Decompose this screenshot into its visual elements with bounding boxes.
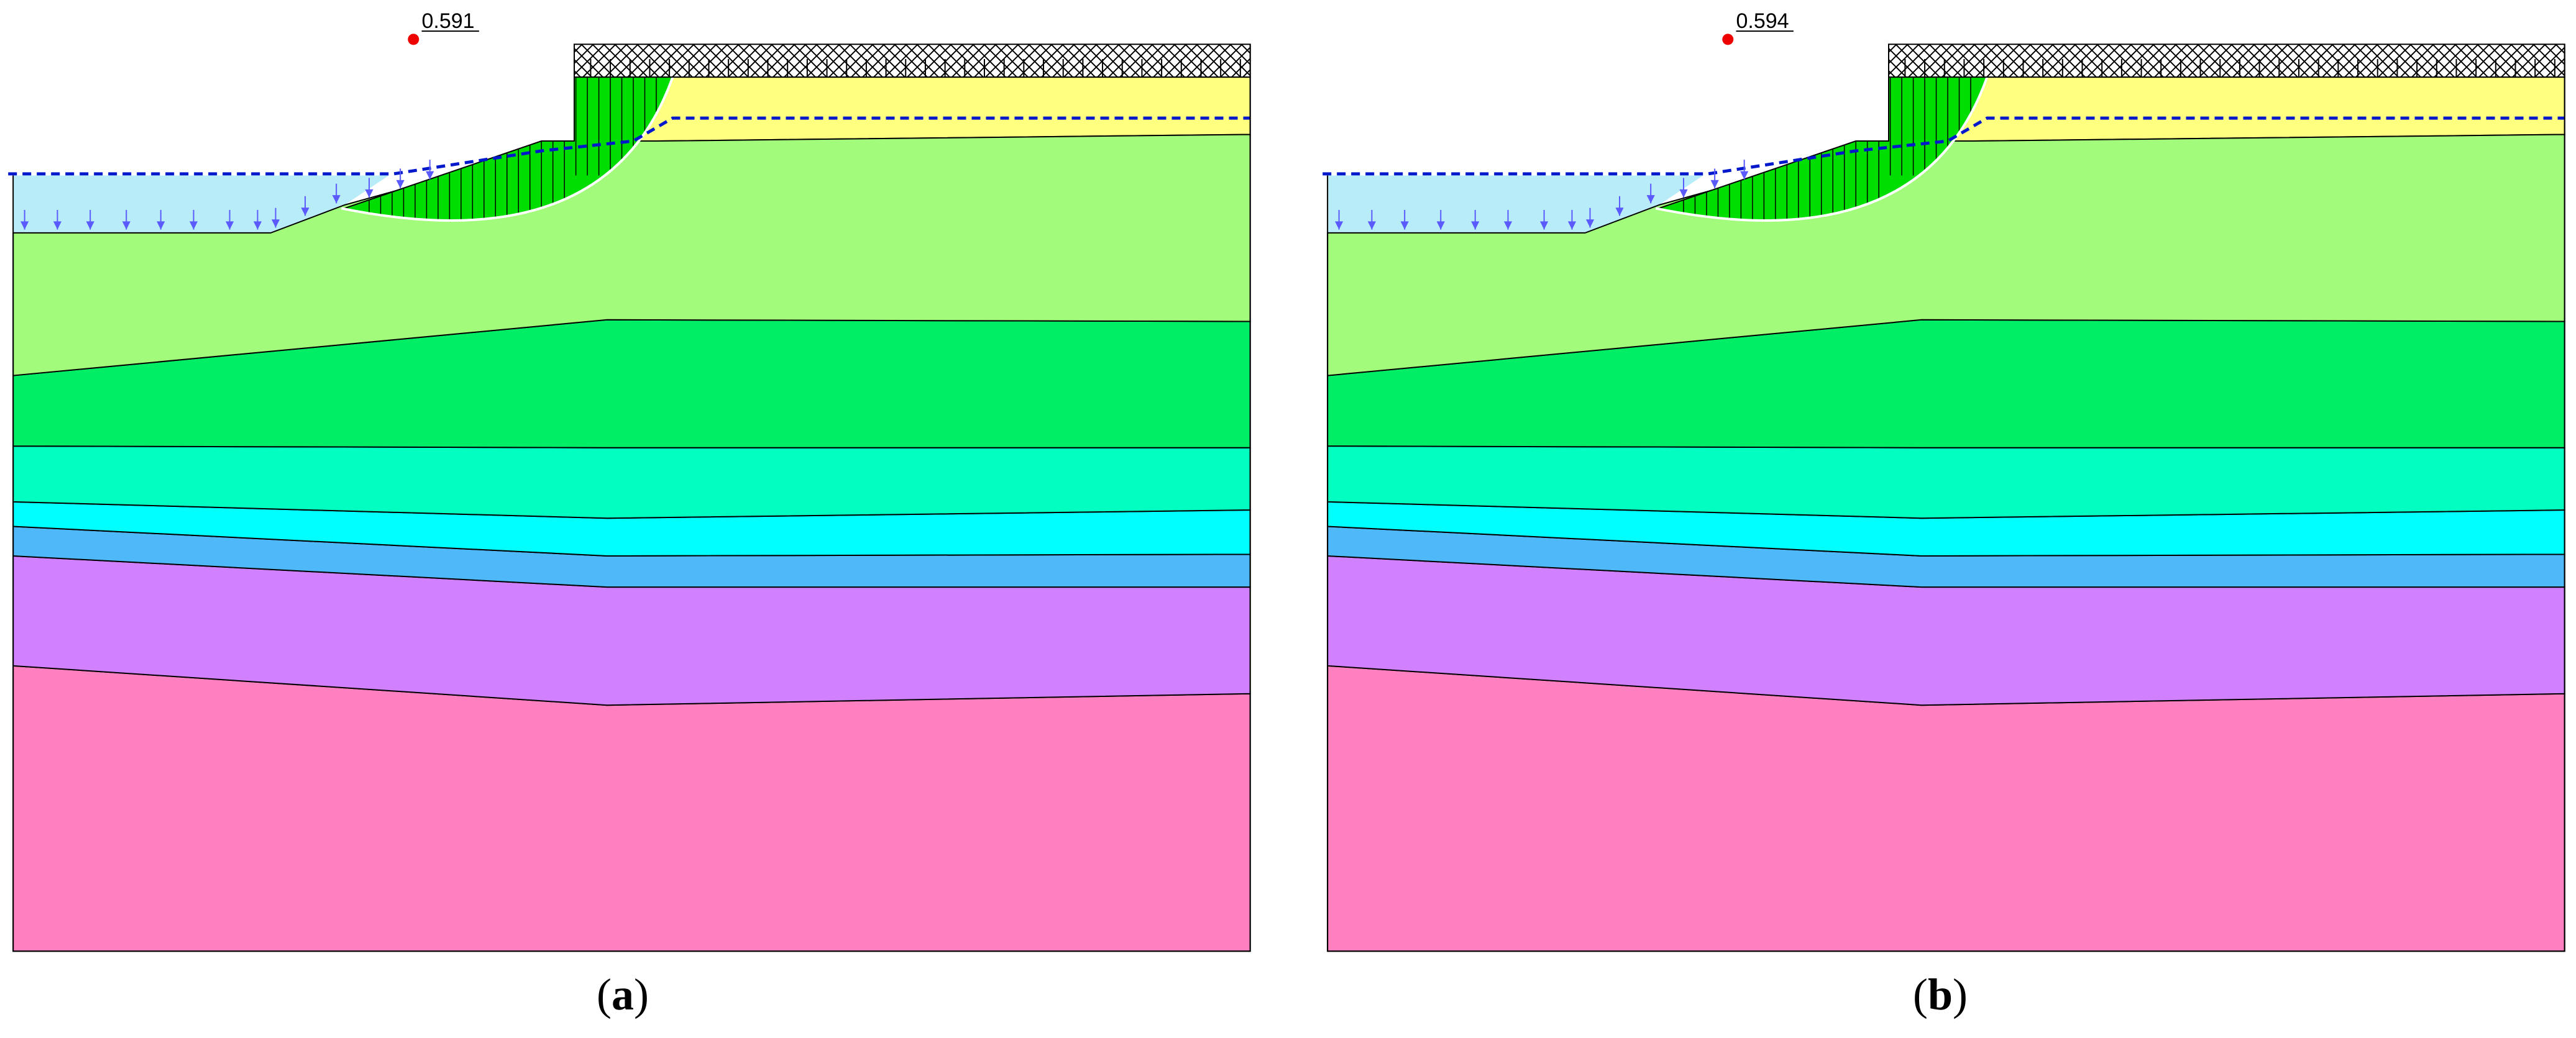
slope-diagram-a: 0.591 bbox=[8, 9, 1251, 952]
factor-of-safety-label: 0.591 bbox=[421, 9, 474, 33]
soil-layer-pink bbox=[12, 665, 1251, 952]
model-boundary bbox=[12, 44, 1251, 952]
water-load-arrow-icon bbox=[1585, 207, 1595, 228]
water-load-arrow-icon bbox=[122, 209, 131, 230]
water-load-arrow-icon bbox=[53, 209, 62, 230]
panel-a: 0.591 bbox=[0, 0, 1280, 981]
water-load-arrow-icon bbox=[1367, 209, 1376, 230]
caption-a: (a) bbox=[597, 970, 649, 1019]
caption-b: (b) bbox=[1913, 970, 1968, 1019]
soil-layer-aqua-green bbox=[12, 445, 1251, 519]
water-load-arrow-icon bbox=[1679, 178, 1688, 198]
water-load-arrow-icon bbox=[1471, 209, 1480, 230]
caption-letter-a: a bbox=[611, 970, 634, 1019]
water-body bbox=[1327, 175, 1703, 233]
water-load-arrow-icon bbox=[226, 209, 234, 230]
water-load-arrow-icon bbox=[426, 160, 434, 180]
water-load-arrow-icon bbox=[332, 183, 341, 204]
water-load-arrow-icon bbox=[1646, 183, 1655, 204]
water-load-arrow-icon bbox=[1335, 209, 1344, 230]
caption-letter-b: b bbox=[1927, 970, 1953, 1019]
water-load-arrow-icon bbox=[1400, 209, 1409, 230]
water-load-arrow-icon bbox=[396, 168, 405, 189]
water-load-arrow-icon bbox=[189, 209, 198, 230]
slip-center-dot-icon bbox=[408, 34, 419, 45]
water-load-arrow-icon bbox=[1540, 209, 1549, 230]
surcharge-hatch-icon bbox=[1888, 43, 2565, 78]
slip-center-dot-icon bbox=[1722, 34, 1734, 45]
fill-layer-yellow bbox=[1946, 76, 2565, 142]
slip-surface bbox=[341, 76, 674, 222]
soil-layer-light-green bbox=[1327, 134, 2565, 376]
water-load-arrow-icon bbox=[1740, 160, 1749, 180]
fill-layer-yellow bbox=[632, 76, 1251, 142]
water-load-arrow-icon bbox=[21, 209, 29, 230]
water-load-arrow-icon bbox=[1710, 168, 1719, 189]
model-boundary bbox=[1327, 44, 2565, 952]
soil-layer-pink bbox=[1327, 665, 2565, 952]
water-body bbox=[13, 175, 389, 233]
water-load-arrow-icon bbox=[86, 209, 94, 230]
water-load-arrow-icon bbox=[1567, 209, 1577, 230]
soil-layer-light-green bbox=[12, 134, 1251, 376]
water-load-arrow-icon bbox=[1615, 196, 1624, 216]
slip-surface bbox=[1655, 76, 1989, 222]
water-load-arrow-icon bbox=[1436, 209, 1445, 230]
water-table-line bbox=[8, 116, 1250, 176]
panel-b: 0.594 bbox=[1314, 0, 2576, 981]
water-load-arrow-icon bbox=[271, 207, 280, 228]
water-load-arrow-icon bbox=[301, 196, 309, 216]
water-load-arrow-icon bbox=[1503, 209, 1513, 230]
surcharge-hatch-icon bbox=[574, 43, 1251, 78]
factor-of-safety-label: 0.594 bbox=[1736, 9, 1789, 33]
water-load-arrow-icon bbox=[365, 178, 374, 198]
soil-layer-aqua-green bbox=[1327, 445, 2565, 519]
water-load-arrow-icon bbox=[253, 209, 262, 230]
water-load-arrow-icon bbox=[157, 209, 165, 230]
slope-diagram-b: 0.594 bbox=[1322, 9, 2565, 952]
water-table-line bbox=[1322, 116, 2565, 176]
